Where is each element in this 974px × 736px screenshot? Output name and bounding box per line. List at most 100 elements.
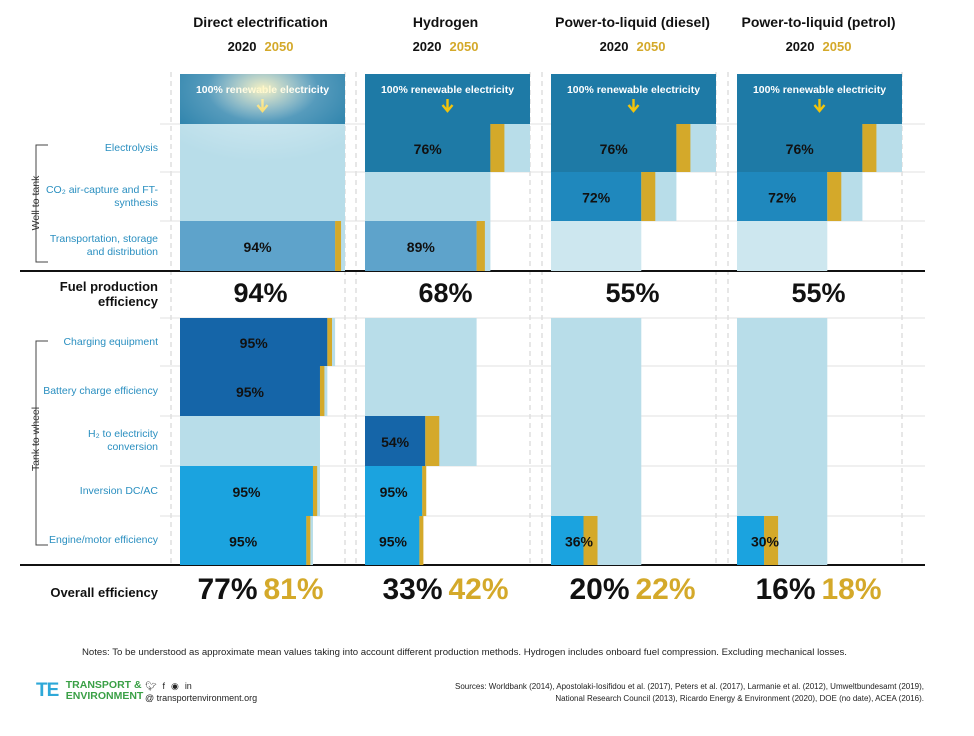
down-arrow-icon bbox=[627, 99, 640, 113]
year-2050: 2050 bbox=[822, 39, 852, 54]
row-label-transport: Transportation, storage and distribution bbox=[49, 233, 158, 258]
well-to-tank-bracket bbox=[35, 144, 48, 263]
fuel-production-hydrogen: 68% bbox=[418, 278, 473, 308]
efficiency-bar bbox=[737, 124, 863, 172]
ghost-bar bbox=[737, 366, 828, 416]
overall-2020: 77% bbox=[197, 573, 258, 606]
efficiency-bar bbox=[551, 516, 584, 565]
ghost-bar bbox=[737, 221, 828, 271]
efficiency-bar bbox=[365, 221, 477, 271]
bar-value-label: 76% bbox=[786, 141, 815, 157]
year-2050: 2050 bbox=[264, 39, 294, 54]
bar-value-label: 30% bbox=[751, 534, 780, 550]
ghost-bar bbox=[180, 416, 320, 466]
ghost-bar bbox=[551, 221, 642, 271]
improvement-2050-bar bbox=[676, 124, 691, 172]
sources-line-1: Sources: Worldbank (2014), Apostolaki-Io… bbox=[455, 682, 924, 691]
renewable-label: 100% renewable electricity bbox=[753, 84, 886, 96]
improvement-2050-bar bbox=[490, 124, 505, 172]
bar-value-label: 95% bbox=[380, 484, 409, 500]
efficiency-bar bbox=[551, 172, 642, 221]
efficiency-bar bbox=[365, 516, 420, 565]
year-2020: 2020 bbox=[412, 39, 442, 54]
renewable-glow bbox=[180, 74, 345, 172]
bar-value-label: 94% bbox=[244, 239, 273, 255]
overall-2050: 18% bbox=[821, 573, 882, 606]
sources-line-2: National Research Council (2013), Ricard… bbox=[555, 694, 924, 703]
row-label-h2-conversion: H₂ to electricity conversion bbox=[87, 428, 158, 453]
bar-value-label: 76% bbox=[600, 141, 629, 157]
efficiency-bar bbox=[551, 124, 677, 172]
bar-value-label: 76% bbox=[414, 141, 443, 157]
linkedin-icon[interactable]: in bbox=[184, 681, 192, 691]
improvement-2050-bar bbox=[335, 221, 342, 271]
group-label-tank-to-wheel: Tank to wheel bbox=[30, 406, 42, 472]
column-title: Direct electrification bbox=[193, 14, 328, 30]
ghost-bar bbox=[551, 416, 642, 466]
bar-value-label: 36% bbox=[565, 534, 594, 550]
overall-ptl-diesel: 20% 22% bbox=[540, 573, 725, 607]
ghost-bar bbox=[365, 172, 491, 221]
column-title: Hydrogen bbox=[412, 14, 479, 30]
improvement-2050-bar bbox=[764, 516, 779, 565]
bar-value-label: 72% bbox=[582, 190, 611, 206]
ghost-bar bbox=[180, 172, 345, 221]
facebook-icon[interactable]: f bbox=[162, 681, 165, 691]
efficiency-bar bbox=[365, 124, 491, 172]
improvement-2050-bar bbox=[306, 516, 311, 565]
twitter-icon[interactable]: 🐦︎ bbox=[145, 681, 157, 691]
efficiency-bar bbox=[737, 172, 828, 221]
ghost-bar bbox=[551, 466, 642, 516]
year-2020: 2020 bbox=[599, 39, 629, 54]
bar-value-label: 72% bbox=[768, 190, 797, 206]
instagram-icon[interactable]: ◉ bbox=[170, 681, 179, 691]
renewable-label: 100% renewable electricity bbox=[381, 84, 514, 96]
efficiency-bar bbox=[737, 516, 765, 565]
fuel-production-direct: 94% bbox=[233, 278, 288, 308]
row-label-charging: Charging equipment bbox=[63, 335, 158, 348]
improvement-2050-bar bbox=[827, 172, 842, 221]
row-label-engine: Engine/motor efficiency bbox=[49, 534, 158, 546]
ghost-bar bbox=[365, 366, 477, 416]
row-label-co2-capture: CO₂ air-capture and FT-synthesis bbox=[45, 183, 158, 209]
year-2050: 2050 bbox=[449, 39, 479, 54]
improvement-2050-bar bbox=[425, 416, 440, 466]
row-label-inversion: Inversion DC/AC bbox=[79, 484, 158, 497]
year-2020: 2020 bbox=[227, 39, 257, 54]
overall-2020: 33% bbox=[382, 573, 443, 606]
overall-2050: 42% bbox=[448, 573, 509, 606]
te-logo: TE TRANSPORT & ENVIRONMENT bbox=[36, 680, 143, 702]
improvement-2050-bar bbox=[641, 172, 656, 221]
overall-efficiency-label: Overall efficiency bbox=[50, 585, 158, 600]
year-2020: 2020 bbox=[785, 39, 815, 54]
fuel-production-label: Fuel production efficiency bbox=[59, 279, 158, 309]
improvement-2050-bar bbox=[312, 466, 318, 516]
ghost-bar bbox=[737, 466, 828, 516]
renewable-label: 100% renewable electricity bbox=[567, 84, 700, 96]
bar-value-label: 89% bbox=[407, 239, 436, 255]
ghost-bar bbox=[737, 416, 828, 466]
bar-value-label: 95% bbox=[229, 534, 258, 550]
down-arrow-icon bbox=[813, 99, 826, 113]
improvement-2050-bar bbox=[419, 516, 424, 565]
improvement-2050-bar bbox=[422, 466, 427, 516]
bar-value-label: 95% bbox=[236, 384, 265, 400]
efficiency-bar bbox=[180, 366, 320, 416]
logo-mark: TE bbox=[36, 680, 59, 701]
column-title: Power-to-liquid (petrol) bbox=[741, 14, 896, 30]
ghost-bar bbox=[737, 318, 828, 366]
overall-hydrogen: 33% 42% bbox=[353, 573, 538, 607]
fuel-production-ptl-petrol: 55% bbox=[791, 278, 846, 308]
row-label-electrolysis: Electrolysis bbox=[104, 141, 158, 154]
overall-2050: 22% bbox=[635, 573, 696, 606]
row-label-battery: Battery charge efficiency bbox=[43, 384, 158, 397]
efficiency-bar bbox=[180, 318, 328, 366]
overall-2050: 81% bbox=[263, 573, 324, 606]
efficiency-bar bbox=[365, 466, 423, 516]
ghost-bar bbox=[551, 318, 642, 366]
sources-text: Sources: Worldbank (2014), Apostolaki-Io… bbox=[455, 681, 924, 705]
overall-2020: 16% bbox=[755, 573, 816, 606]
website-link[interactable]: @ transportenvironment.org bbox=[145, 693, 258, 703]
overall-2020: 20% bbox=[569, 573, 630, 606]
